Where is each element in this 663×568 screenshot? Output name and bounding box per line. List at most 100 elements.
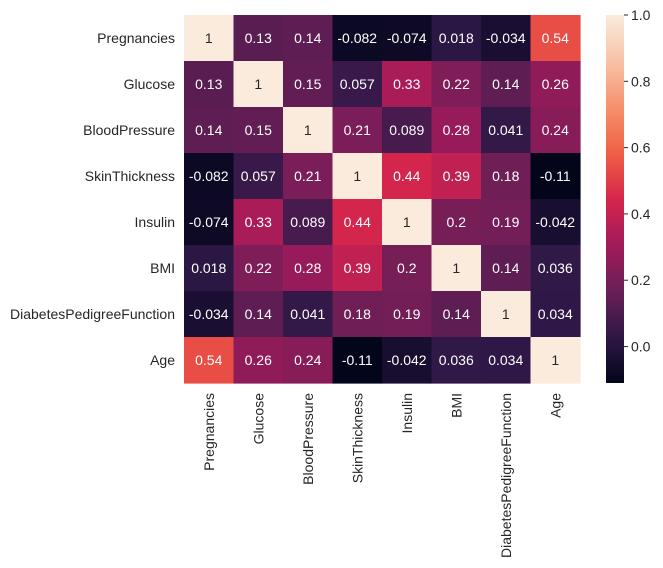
row-label: SkinThickness (85, 168, 175, 184)
heatmap-cell (530, 15, 581, 62)
cell-annotation: -0.034 (486, 30, 526, 46)
heatmap-cell (530, 61, 581, 108)
cell-annotation: 1 (502, 306, 510, 322)
cell-annotation: -0.034 (189, 306, 229, 322)
colorbar-tick-label: 0.8 (631, 73, 651, 89)
cell-annotation: 0.13 (195, 76, 222, 92)
heatmap-cell (332, 15, 383, 62)
colorbar-tick-label: 0.0 (631, 339, 651, 355)
heatmap-cell (283, 199, 334, 246)
heatmap-cell (233, 61, 284, 108)
cell-annotation: 0.036 (538, 260, 573, 276)
column-labels: Pregnancies Glucose BloodPressure SkinThick… (201, 393, 564, 558)
heatmap-cell (530, 337, 581, 384)
cell-annotation: -0.082 (337, 30, 377, 46)
heatmap-cell (184, 337, 235, 384)
row-label: Glucose (124, 76, 176, 92)
heatmap-cell (184, 199, 235, 246)
colorbar-tick-label: 1.0 (631, 7, 651, 23)
cell-annotation: 0.33 (245, 214, 272, 230)
heatmap-cell (481, 245, 532, 292)
cell-annotation: 0.089 (290, 214, 325, 230)
heatmap-cell (332, 337, 383, 384)
heatmap-cell (481, 61, 532, 108)
heatmap-cell (382, 15, 433, 62)
heatmap-cell (382, 61, 433, 108)
cell-annotation: 0.44 (393, 168, 420, 184)
cell-annotation: 0.14 (443, 306, 470, 322)
cell-annotation: 0.22 (443, 76, 470, 92)
heatmap-cell (431, 245, 482, 292)
heatmap-cell (332, 199, 383, 246)
cell-annotation: 0.22 (245, 260, 272, 276)
heatmap-cell (530, 107, 581, 154)
heatmap-cell (530, 291, 581, 338)
heatmap-cell (233, 153, 284, 200)
heatmap-cell (530, 245, 581, 292)
heatmap-cell (382, 291, 433, 338)
cell-annotation: 1 (205, 30, 213, 46)
heatmap-cell (382, 245, 433, 292)
heatmap-cell (481, 199, 532, 246)
column-label: SkinThickness (349, 393, 365, 483)
row-label: BMI (150, 260, 175, 276)
heatmap-cell (382, 337, 433, 384)
cell-annotation: 0.14 (195, 122, 222, 138)
cell-annotation: 0.54 (542, 30, 569, 46)
column-label: Pregnancies (201, 393, 217, 471)
heatmap-cell (382, 153, 433, 200)
cell-annotation: 1 (254, 76, 262, 92)
cell-annotation: 0.041 (488, 122, 523, 138)
cell-annotation: 0.26 (245, 352, 272, 368)
cell-annotation: 0.28 (294, 260, 321, 276)
row-label: BloodPressure (83, 122, 175, 138)
colorbar-tick-label: 0.2 (631, 272, 651, 288)
heatmap-cell (283, 107, 334, 154)
cell-annotation: 1 (353, 168, 361, 184)
cell-annotation: 0.089 (389, 122, 424, 138)
row-labels: Pregnancies Glucose BloodPressure SkinThick… (10, 30, 175, 368)
heatmap-cell (332, 153, 383, 200)
heatmap-cell (332, 107, 383, 154)
heatmap-cell (431, 61, 482, 108)
heatmap-cell (481, 107, 532, 154)
cell-annotation: 0.14 (492, 76, 519, 92)
column-label: Age (547, 393, 563, 418)
heatmap-cell (283, 245, 334, 292)
cell-annotation: -0.11 (342, 352, 373, 368)
cell-annotation: 0.15 (294, 76, 321, 92)
colorbar-tick-label: 0.4 (631, 206, 651, 222)
cell-annotation: 0.018 (191, 260, 226, 276)
heatmap-cell (431, 107, 482, 154)
heatmap-cell (481, 153, 532, 200)
cell-annotation: 0.44 (344, 214, 371, 230)
row-label: DiabetesPedigreeFunction (10, 306, 175, 322)
cell-annotation: 0.14 (492, 260, 519, 276)
cell-annotation: 1 (403, 214, 411, 230)
cell-annotation: -0.042 (387, 352, 427, 368)
column-label: Glucose (250, 393, 266, 445)
heatmap-cell (382, 107, 433, 154)
heatmap-cell (481, 337, 532, 384)
cell-annotation: 0.13 (245, 30, 272, 46)
heatmap-cell (184, 291, 235, 338)
cell-annotation: 0.39 (344, 260, 371, 276)
row-label: Age (150, 352, 175, 368)
heatmap-cell (233, 199, 284, 246)
cell-annotation: 0.018 (439, 30, 474, 46)
heatmap-cell (233, 107, 284, 154)
heatmap-cell (233, 337, 284, 384)
cell-annotation: 1 (452, 260, 460, 276)
heatmap-cell (233, 245, 284, 292)
cell-annotation: 0.14 (245, 306, 272, 322)
cell-annotation: 0.041 (290, 306, 325, 322)
cell-annotation: 1 (304, 122, 312, 138)
heatmap-cell (233, 15, 284, 62)
colorbar-gradient (606, 15, 624, 383)
column-label: Insulin (399, 393, 415, 433)
heatmap-cell (283, 15, 334, 62)
cell-annotation: 0.19 (393, 306, 420, 322)
cell-annotation: 0.057 (241, 168, 276, 184)
cell-annotation: -0.074 (189, 214, 229, 230)
